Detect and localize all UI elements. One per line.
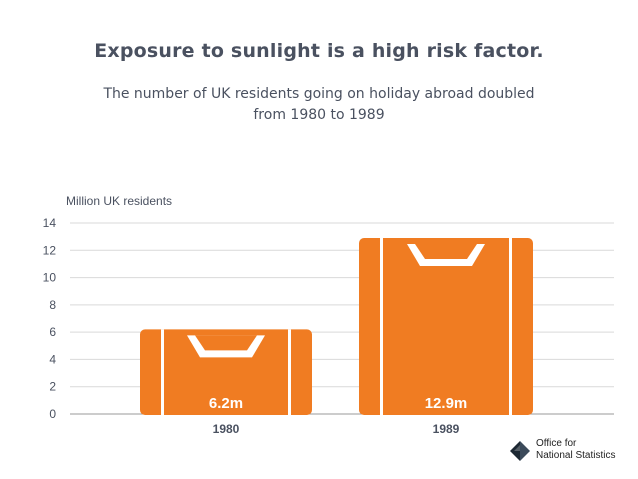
logo-line-1: Office for [536,438,577,449]
logo-line-2: National Statistics [536,450,616,461]
x-tick-label-1980: 1980 [213,422,240,436]
y-tick-label: 8 [49,298,56,312]
y-tick-label: 6 [49,325,56,339]
x-tick-label-1989: 1989 [433,422,460,436]
y-tick-label: 12 [43,243,57,257]
y-tick-label: 4 [49,352,56,366]
bar-1989 [359,238,533,415]
ons-logo: Office for National Statistics [509,438,629,466]
y-tick-label: 0 [49,407,56,421]
bar-1980 [140,329,312,415]
y-tick-label: 10 [43,271,57,285]
y-axis-title: Million UK residents [66,194,172,208]
data-label-1980: 6.2m [209,395,243,412]
y-tick-label: 2 [49,380,56,394]
ons-logo-icon [510,441,530,461]
data-label-1989: 12.9m [425,395,468,412]
chart-title: Exposure to sunlight is a high risk fact… [94,40,544,62]
y-tick-label: 14 [43,216,57,230]
chart-subtitle: The number of UK residents going on holi… [103,86,535,123]
